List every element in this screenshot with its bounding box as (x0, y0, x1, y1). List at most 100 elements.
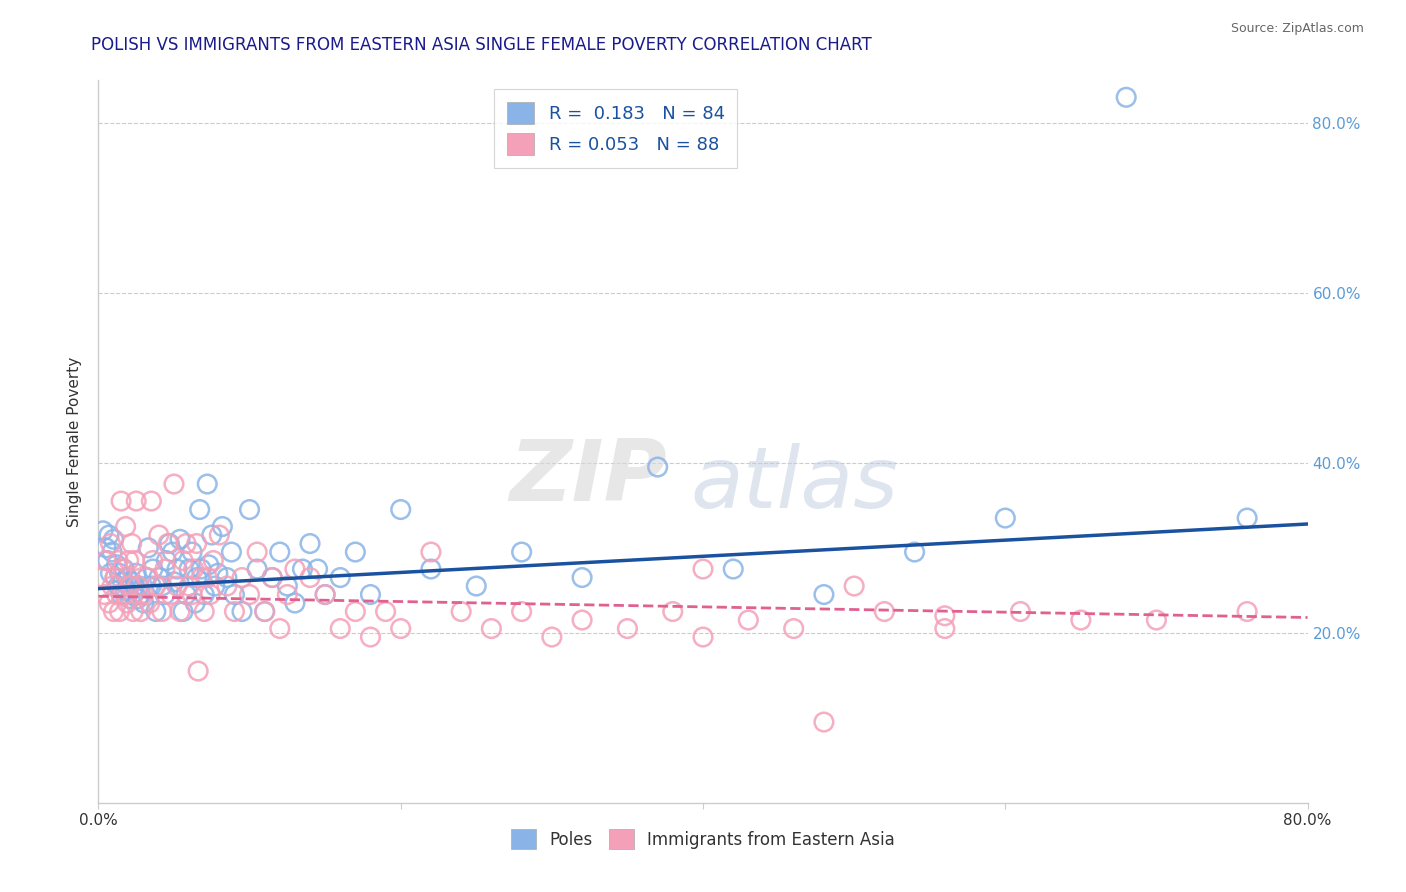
Point (193, 588, 215, 602)
Point (616, 622, 638, 636)
Point (101, 545, 124, 559)
Point (128, 579, 150, 593)
Point (201, 528, 224, 542)
Point (153, 562, 176, 576)
Point (100, 566, 122, 581)
Point (1236, 511, 1258, 525)
Point (299, 570, 322, 584)
Point (190, 570, 212, 584)
Point (692, 562, 714, 576)
Point (105, 558, 128, 572)
Point (208, 528, 231, 542)
Point (187, 664, 209, 678)
Point (420, 562, 443, 576)
Point (132, 596, 155, 610)
Point (231, 605, 253, 619)
Point (844, 579, 866, 593)
Point (124, 579, 146, 593)
Point (253, 605, 276, 619)
Point (253, 605, 276, 619)
Point (202, 553, 225, 567)
Point (110, 588, 132, 602)
Point (91, 524, 114, 538)
Point (132, 588, 155, 602)
Point (115, 570, 138, 584)
Point (420, 545, 443, 559)
Point (195, 477, 218, 491)
Point (183, 562, 205, 576)
Point (360, 588, 382, 602)
Point (166, 579, 188, 593)
Point (125, 566, 148, 581)
Point (150, 579, 173, 593)
Point (142, 553, 165, 567)
Point (1144, 613, 1167, 627)
Point (120, 579, 142, 593)
Point (374, 605, 396, 619)
Point (813, 714, 835, 729)
Point (166, 562, 188, 576)
Point (104, 570, 127, 584)
Point (121, 536, 143, 550)
Point (221, 545, 243, 559)
Point (120, 591, 142, 606)
Point (571, 613, 593, 627)
Point (465, 579, 488, 593)
Point (103, 533, 125, 547)
Point (783, 622, 806, 636)
Point (284, 596, 307, 610)
Point (163, 574, 186, 589)
Point (101, 579, 124, 593)
Point (197, 558, 219, 572)
Point (188, 502, 211, 516)
Point (118, 553, 141, 567)
Point (145, 579, 167, 593)
Point (179, 562, 201, 576)
Point (647, 460, 669, 475)
Point (100, 536, 122, 550)
Point (124, 553, 146, 567)
Point (231, 570, 253, 584)
Point (153, 588, 176, 602)
Point (329, 570, 352, 584)
Point (934, 608, 956, 623)
Point (571, 570, 593, 584)
Point (184, 596, 207, 610)
Point (122, 588, 145, 602)
Point (239, 588, 262, 602)
Point (111, 562, 134, 576)
Point (661, 605, 683, 619)
Point (110, 494, 132, 508)
Point (150, 605, 173, 619)
Point (108, 605, 131, 619)
Point (934, 622, 956, 636)
Point (96, 553, 118, 567)
Point (193, 605, 215, 619)
Point (246, 545, 269, 559)
Point (904, 545, 927, 559)
Point (211, 519, 233, 533)
Point (135, 570, 157, 584)
Point (224, 605, 246, 619)
Point (136, 541, 159, 555)
Point (269, 622, 291, 636)
Point (737, 613, 759, 627)
Point (163, 477, 186, 491)
Point (181, 588, 204, 602)
Point (269, 545, 291, 559)
Point (156, 536, 179, 550)
Point (450, 605, 472, 619)
Point (994, 511, 1017, 525)
Point (190, 562, 212, 576)
Point (129, 605, 152, 619)
Text: Source: ZipAtlas.com: Source: ZipAtlas.com (1230, 22, 1364, 36)
Point (314, 588, 336, 602)
Point (181, 545, 204, 559)
Point (91, 570, 114, 584)
Point (344, 605, 367, 619)
Legend: Poles, Immigrants from Eastern Asia: Poles, Immigrants from Eastern Asia (501, 819, 905, 860)
Point (129, 588, 152, 602)
Point (108, 566, 131, 581)
Point (141, 579, 163, 593)
Point (122, 605, 145, 619)
